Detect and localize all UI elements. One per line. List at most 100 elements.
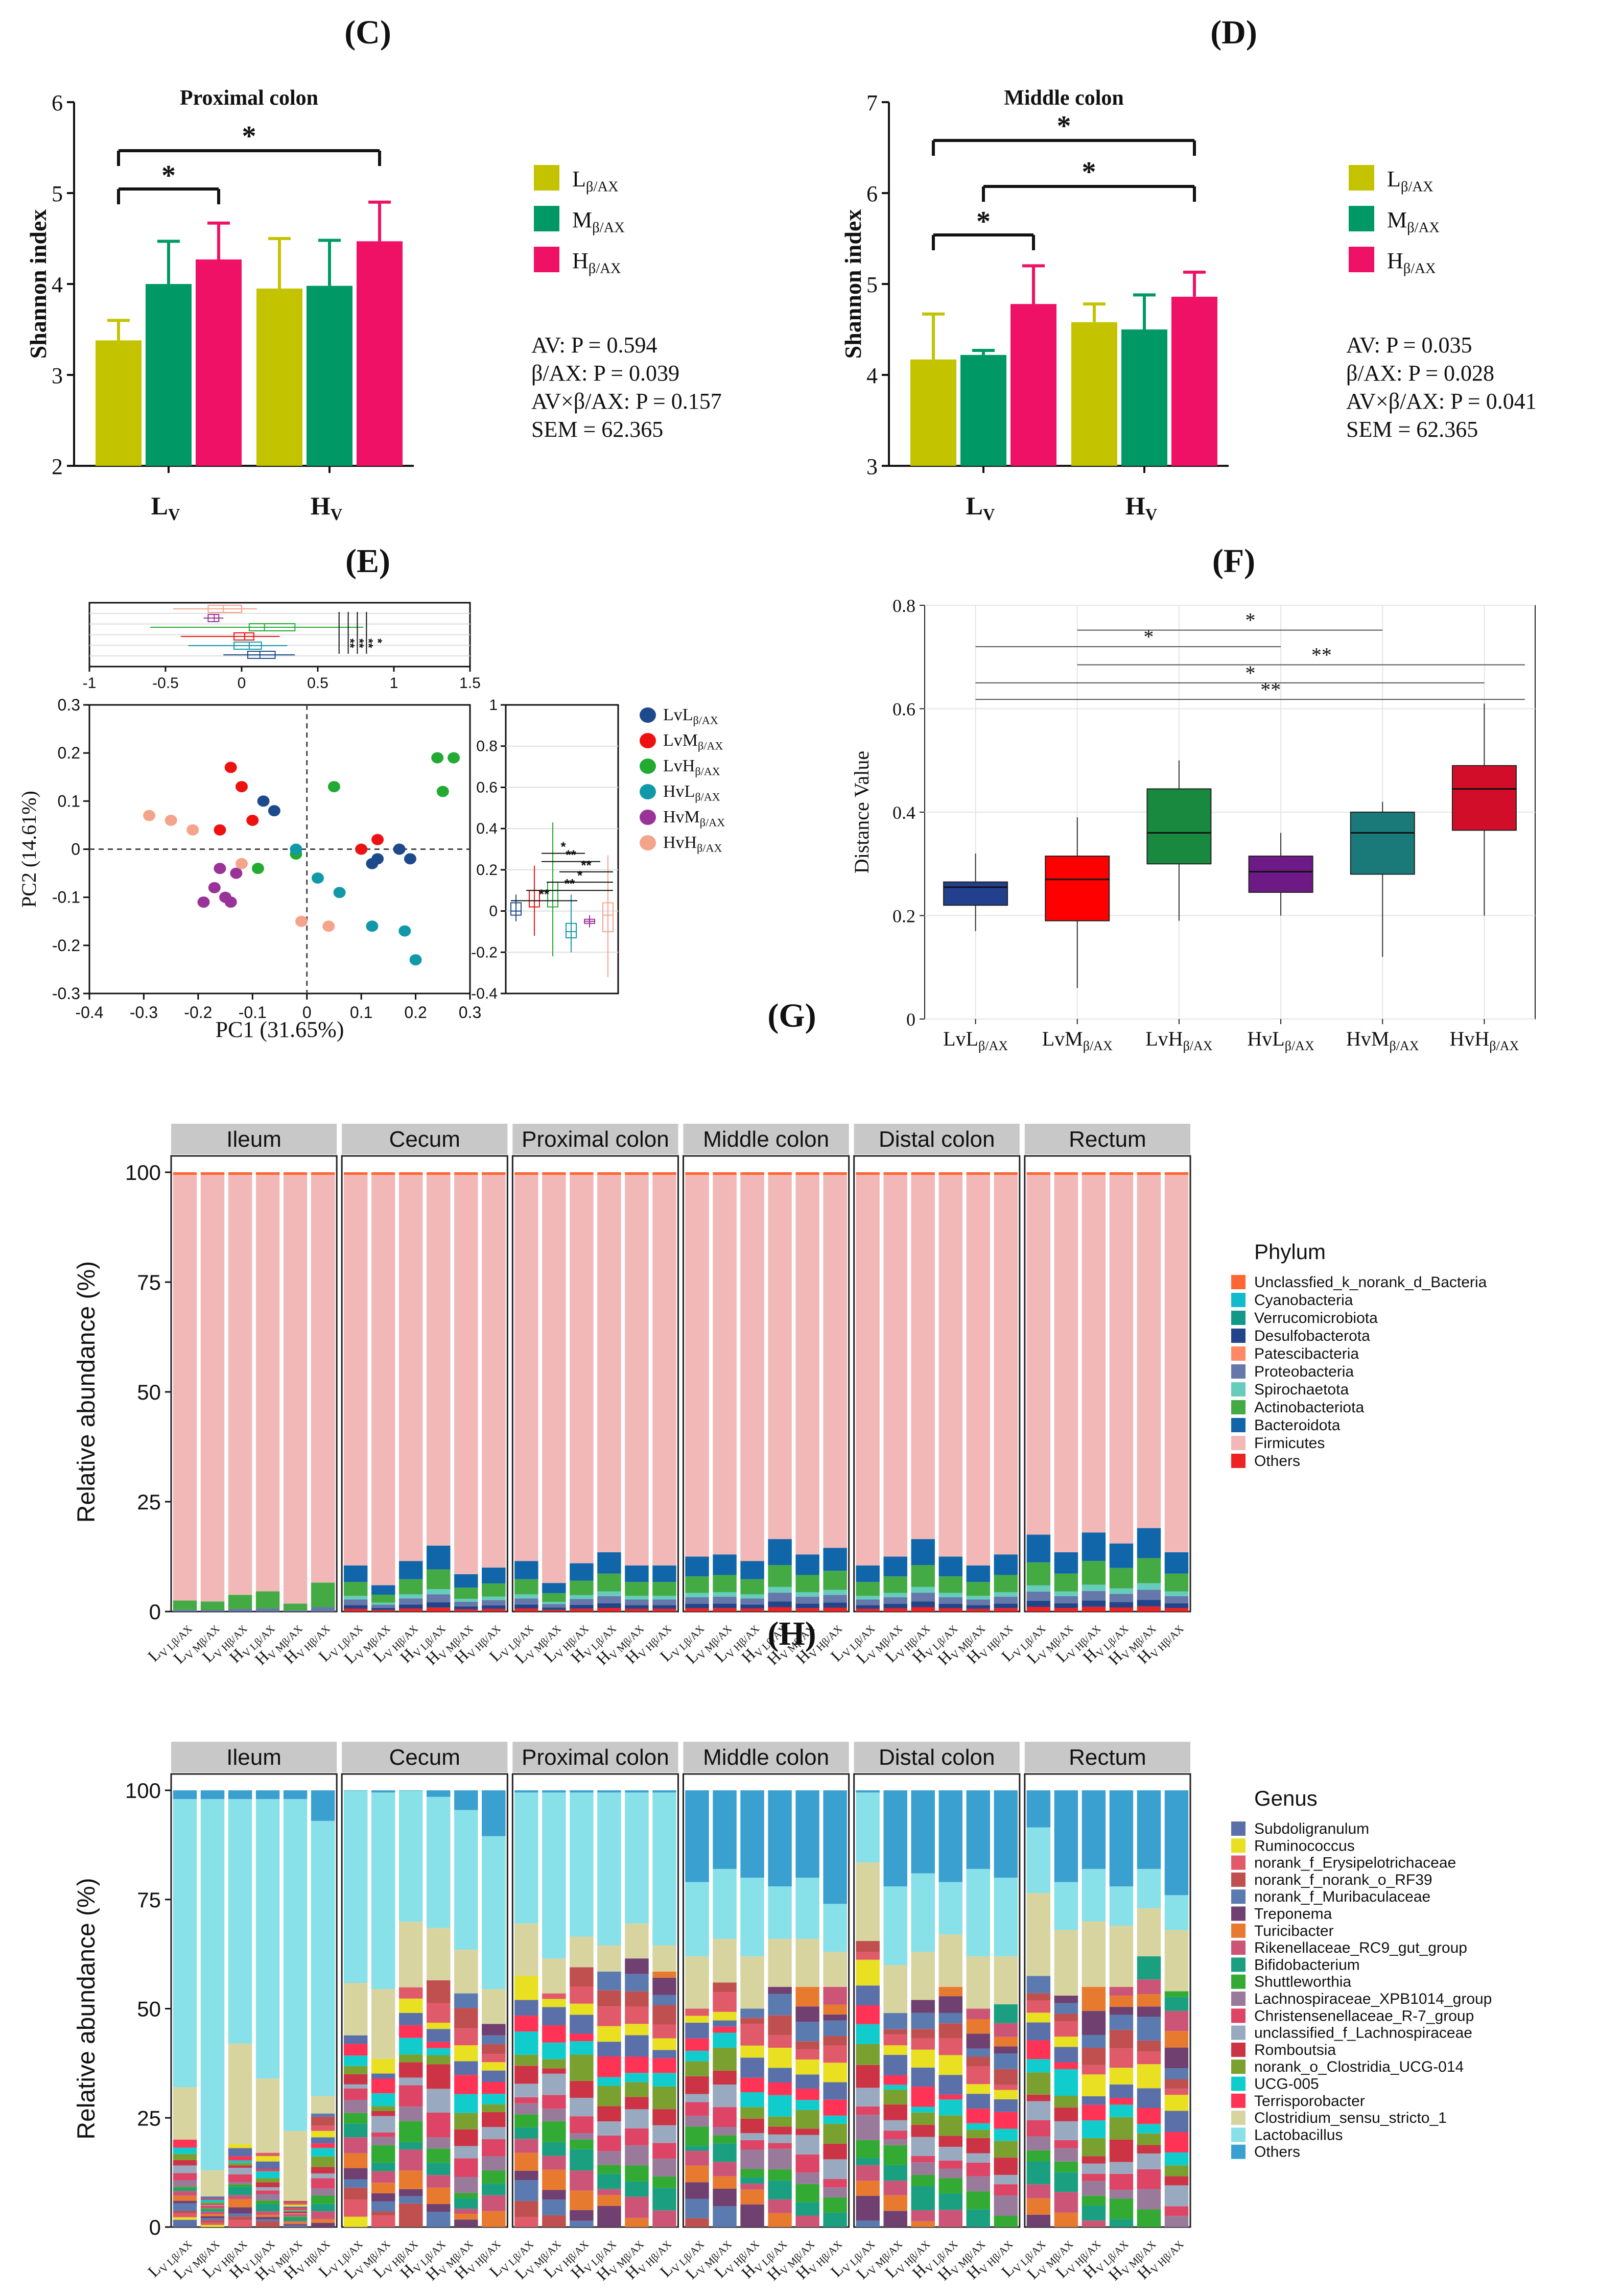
- bar-segment: [371, 2132, 395, 2137]
- bar-segment: [1109, 1588, 1134, 1594]
- bar-segment: [255, 1608, 280, 1612]
- bar-segment: [1026, 1606, 1051, 1612]
- bar-segment: [856, 2181, 880, 2196]
- bar-segment: [200, 2202, 225, 2205]
- bar-segment: [994, 2004, 1018, 2023]
- bar-segment: [966, 2048, 991, 2057]
- bar-segment: [938, 1172, 962, 1175]
- bar-segment: [823, 1607, 847, 1612]
- y-tick-label: 5: [866, 272, 878, 297]
- bar-segment: [1109, 1926, 1134, 1987]
- bar-segment: [399, 2062, 423, 2078]
- bar-segment: [542, 2059, 566, 2069]
- bar-segment: [1054, 2037, 1078, 2047]
- bar-segment: [255, 2169, 280, 2171]
- bar-segment: [1164, 2152, 1189, 2166]
- bar-segment: [1082, 2065, 1106, 2075]
- scatter-point: [246, 815, 259, 826]
- bar-segment: [311, 2222, 335, 2227]
- y-tick-label: 0: [906, 1009, 915, 1030]
- bar-segment: [570, 2210, 594, 2221]
- bar-segment: [1082, 1560, 1106, 1585]
- legend-swatch: [1231, 1872, 1246, 1887]
- bar-segment: [1164, 2089, 1189, 2095]
- legend-label-sub: β/AX: [697, 841, 722, 854]
- scatter-point: [436, 786, 449, 797]
- bar-segment: [685, 1608, 709, 1612]
- legend-label: LvHβ/AX: [663, 756, 720, 777]
- bar-segment: [994, 2046, 1018, 2053]
- bar-segment: [795, 1172, 819, 1175]
- bar-segment: [685, 2022, 709, 2039]
- bar-segment: [911, 1601, 935, 1607]
- bar-segment: [311, 1790, 335, 1821]
- bar-segment: [713, 1603, 737, 1608]
- bar-segment: [685, 2008, 709, 2016]
- bar-segment: [200, 1172, 225, 1175]
- bar-segment: [482, 1172, 506, 1175]
- panel-letter: (H): [767, 1615, 816, 1652]
- bar-segment: [200, 2206, 225, 2208]
- bar-segment: [597, 2006, 621, 2026]
- legend-label: Bacteroidota: [1254, 1417, 1341, 1434]
- bar-segment: [399, 2121, 423, 2142]
- x-tick-label: HvMβ/AX: [1346, 1027, 1419, 1053]
- bar-segment: [911, 2038, 935, 2050]
- bar-segment: [1082, 2138, 1106, 2157]
- bar-segment: [228, 2184, 252, 2187]
- legend-swatch: [1231, 1418, 1246, 1432]
- bar-segment: [1164, 2216, 1189, 2227]
- bar-segment: [911, 2186, 935, 2211]
- bar-segment: [1109, 1986, 1134, 1996]
- bar-segment: [570, 1790, 594, 1793]
- bar-segment: [911, 2013, 935, 2029]
- bar-segment: [856, 1175, 880, 1566]
- top-x-tick-label: 0.5: [307, 675, 328, 692]
- bar-segment: [454, 1599, 478, 1602]
- bar-segment: [685, 1576, 709, 1593]
- bar-segment: [883, 2165, 907, 2181]
- bar-segment: [427, 1589, 451, 1595]
- bar-segment: [1137, 1956, 1161, 1980]
- bar-segment: [542, 2007, 566, 2025]
- bar-segment: [482, 1600, 506, 1605]
- bar-segment: [1026, 2101, 1051, 2120]
- bar-segment: [911, 2137, 935, 2156]
- bar-segment: [173, 2189, 197, 2191]
- bar-segment: [966, 1175, 991, 1566]
- bar-segment: [228, 2195, 252, 2199]
- bar-segment: [200, 2196, 225, 2199]
- bar-segment: [597, 1971, 621, 1991]
- bar-segment: [255, 2190, 280, 2194]
- bar-segment: [514, 2114, 538, 2128]
- bar-segment: [597, 2189, 621, 2195]
- top-sig-label: **: [343, 638, 357, 648]
- bar-segment: [768, 2095, 792, 2117]
- legend-label: HvMβ/AX: [663, 808, 725, 829]
- bar-segment: [938, 2038, 962, 2055]
- bar-segment: [311, 1607, 335, 1612]
- bar-segment: [856, 2220, 880, 2227]
- bar-segment: [883, 2120, 907, 2131]
- bar-segment: [883, 1556, 907, 1577]
- bar-segment: [1026, 2120, 1051, 2137]
- bar-segment: [911, 2125, 935, 2137]
- bar-segment: [311, 2116, 335, 2126]
- bar-segment: [311, 2148, 335, 2157]
- box: [1350, 812, 1415, 875]
- legend-label: Ruminococcus: [1254, 1837, 1355, 1854]
- x-tick-label: LvMβ/AX: [1042, 1027, 1113, 1053]
- bar-segment: [283, 2225, 308, 2227]
- y-axis-label: Shannon index: [840, 209, 866, 359]
- bar-segment: [399, 1922, 423, 1987]
- bar-segment: [427, 1602, 451, 1608]
- scatter-point: [236, 858, 248, 869]
- bar-segment: [685, 2182, 709, 2199]
- stats-text: AV×β/AX: P = 0.157: [531, 389, 722, 414]
- bar-segment: [1164, 1790, 1189, 1896]
- bar-segment: [228, 2220, 252, 2227]
- bar-segment: [514, 1976, 538, 2000]
- bar-segment: [883, 2211, 907, 2227]
- bar-segment: [570, 2190, 594, 2210]
- bar-segment: [685, 2061, 709, 2076]
